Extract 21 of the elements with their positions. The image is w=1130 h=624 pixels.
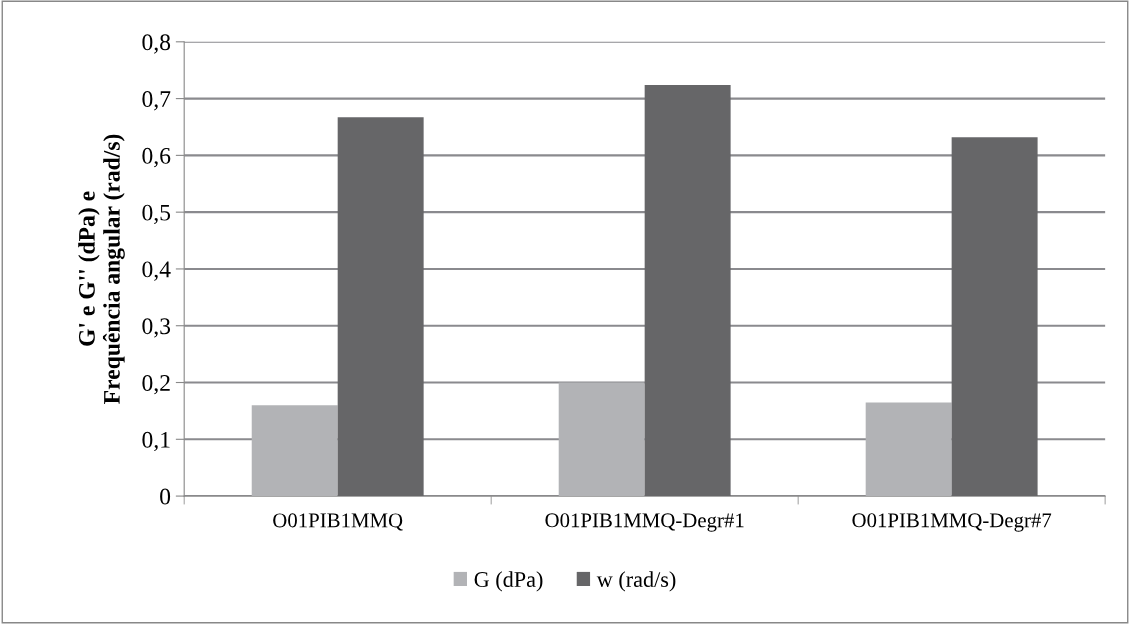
bar: [337, 117, 424, 497]
x-tick-label: O01PIB1MMQ-Degr#7: [852, 513, 1052, 532]
y-tick-label: 0,3: [142, 318, 171, 338]
y-tick-label: 0,1: [142, 431, 170, 452]
x-tick-label: O01PIB1MMQ: [273, 513, 403, 531]
bar: [951, 137, 1038, 497]
legend-label: G (dPa): [474, 571, 543, 592]
y-tick-label: 0,7: [142, 91, 171, 111]
legend-label: w (rad/s): [596, 571, 676, 592]
x-tick-label: O01PIB1MMQ-Degr#1: [545, 513, 744, 532]
y-tick-label: 0: [160, 488, 171, 505]
bar: [251, 405, 338, 497]
bar: [644, 84, 731, 497]
y-tick-label: 0,4: [142, 261, 171, 281]
bar: [865, 402, 952, 497]
y-tick-label: 0,2: [142, 375, 170, 395]
y-tick-label: 0,5: [142, 204, 171, 224]
bar: [558, 382, 645, 497]
y-tick-label: 0,6: [142, 147, 171, 168]
y-axis-title: G' e G'' (dPa) e Frequência angular (rad/s): [78, 134, 125, 404]
y-tick-label: 0,8: [142, 34, 171, 54]
